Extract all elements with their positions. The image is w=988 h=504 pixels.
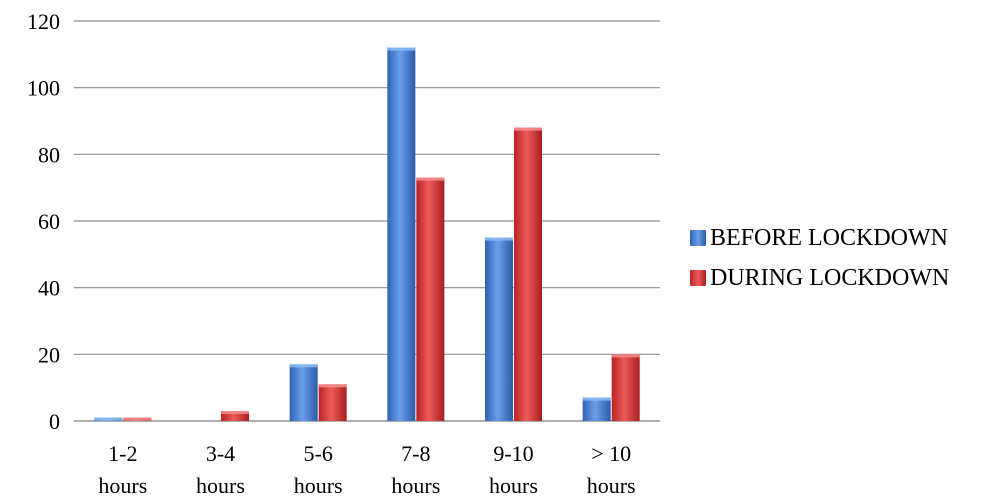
bar-top-before-5 — [582, 397, 611, 401]
bar-top-during-0 — [123, 417, 152, 421]
bar-top-during-3 — [416, 177, 445, 181]
x-category-label-5-0: > 10 — [591, 441, 631, 466]
gridlines — [74, 20, 660, 422]
legend: BEFORE LOCKDOWN DURING LOCKDOWN — [690, 218, 949, 298]
bar-before-2 — [289, 364, 318, 421]
y-tick-label-40: 40 — [38, 276, 60, 301]
bar-top-during-2 — [318, 384, 347, 388]
bar-top-before-3 — [387, 47, 416, 51]
y-tick-label-120: 120 — [27, 9, 60, 34]
y-tick-label-80: 80 — [38, 142, 60, 167]
bars — [94, 47, 640, 422]
legend-item-during: DURING LOCKDOWN — [690, 258, 949, 298]
y-axis-ticks: 0 20 40 60 80 100 120 — [27, 9, 60, 434]
x-category-label-0-1: hours — [98, 473, 147, 498]
bar-top-during-4 — [514, 127, 542, 131]
legend-swatch-during — [690, 270, 706, 286]
bar-top-before-0 — [94, 417, 123, 421]
bar-before-5 — [582, 397, 611, 421]
bar-during-4 — [514, 127, 542, 422]
x-category-label-1-1: hours — [196, 473, 245, 498]
x-category-label-1-0: 3-4 — [206, 441, 235, 466]
x-category-label-0-0: 1-2 — [108, 441, 137, 466]
x-category-label-4-1: hours — [489, 473, 538, 498]
x-category-label-3-0: 7-8 — [401, 441, 430, 466]
bar-top-during-1 — [221, 411, 249, 414]
bar-before-4 — [485, 237, 513, 421]
x-axis-categories: 1-2 hours 3-4 hours 5-6 hours 7-8 hours 9-10 hour… — [98, 441, 635, 498]
bar-during-5 — [611, 354, 640, 421]
bar-top-during-5 — [611, 354, 640, 358]
y-tick-label-20: 20 — [38, 342, 60, 367]
x-category-label-2-0: 5-6 — [304, 441, 333, 466]
legend-label-during: DURING LOCKDOWN — [710, 264, 950, 291]
bar-during-1 — [221, 411, 249, 421]
bar-before-3 — [387, 47, 416, 422]
x-category-label-3-1: hours — [391, 473, 440, 498]
y-tick-label-0: 0 — [49, 409, 60, 434]
bar-top-before-2 — [289, 364, 318, 368]
y-tick-label-100: 100 — [27, 76, 60, 101]
y-tick-label-60: 60 — [38, 209, 60, 234]
legend-label-before: BEFORE LOCKDOWN — [710, 224, 948, 251]
x-category-label-2-1: hours — [294, 473, 343, 498]
bar-during-2 — [318, 384, 347, 421]
bar-top-before-4 — [485, 237, 513, 241]
bar-during-3 — [416, 177, 445, 421]
x-category-label-5-1: hours — [587, 473, 636, 498]
legend-item-before: BEFORE LOCKDOWN — [690, 218, 949, 258]
x-category-label-4-0: 9-10 — [493, 441, 533, 466]
legend-swatch-before — [690, 230, 706, 246]
